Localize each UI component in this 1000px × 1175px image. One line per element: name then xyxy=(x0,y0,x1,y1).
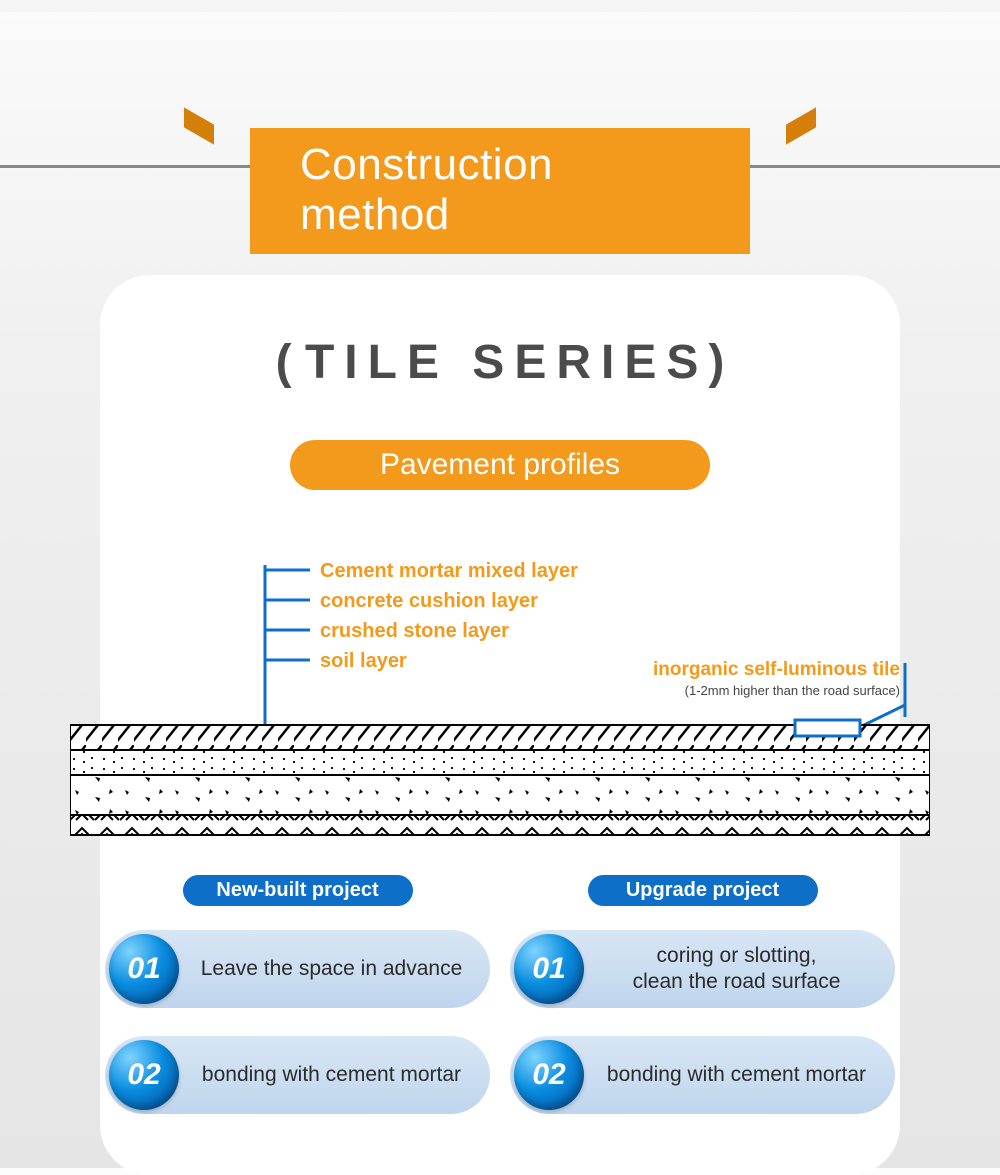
series-title: ( TILE SERIES) xyxy=(100,335,900,390)
upgrade-step-1: 01 coring or slotting, clean the road su… xyxy=(510,930,895,1008)
step-text: Leave the space in advance xyxy=(183,956,480,982)
top-strip xyxy=(0,0,1000,12)
content-card: ( TILE SERIES) Pavement profiles Cement … xyxy=(100,275,900,1175)
new-built-step-1: 01 Leave the space in advance xyxy=(105,930,490,1008)
layer-label-0: Cement mortar mixed layer xyxy=(320,560,578,582)
banner-fold-right xyxy=(786,107,816,144)
new-built-step-2: 02 bonding with cement mortar xyxy=(105,1036,490,1114)
step-number-icon: 02 xyxy=(109,1040,179,1110)
upgrade-step-2: 02 bonding with cement mortar xyxy=(510,1036,895,1114)
step-number-icon: 01 xyxy=(109,934,179,1004)
step-text: coring or slotting, clean the road surfa… xyxy=(588,943,885,996)
step-number-icon: 02 xyxy=(514,1040,584,1110)
banner-title: Construction method xyxy=(250,128,750,254)
step-text-line: coring or slotting, xyxy=(657,944,817,967)
step-text: bonding with cement mortar xyxy=(588,1062,885,1088)
subtitle-pill: Pavement profiles xyxy=(290,440,710,490)
banner-fold-left xyxy=(184,107,214,144)
cross-section xyxy=(70,720,930,835)
step-text-line: clean the road surface xyxy=(633,970,841,993)
upgrade-title: Upgrade project xyxy=(588,875,818,906)
step-number-icon: 01 xyxy=(514,934,584,1004)
step-text: bonding with cement mortar xyxy=(183,1062,480,1088)
projects-row: New-built project 01 Leave the space in … xyxy=(100,875,900,1142)
layer-label-2: crushed stone layer xyxy=(320,620,509,642)
callout-subtitle: (1-2mm higher than the road surface) xyxy=(685,683,900,698)
layer-label-3: soil layer xyxy=(320,650,407,672)
pavement-profile-diagram: Cement mortar mixed layer concrete cushi… xyxy=(70,545,930,905)
callout-title: inorganic self-luminous tile xyxy=(653,659,900,680)
new-built-column: New-built project 01 Leave the space in … xyxy=(105,875,490,1142)
new-built-title: New-built project xyxy=(183,875,413,906)
series-title-text: TILE SERIES xyxy=(305,336,708,389)
layer-label-1: concrete cushion layer xyxy=(320,590,538,612)
upgrade-column: Upgrade project 01 coring or slotting, c… xyxy=(510,875,895,1142)
